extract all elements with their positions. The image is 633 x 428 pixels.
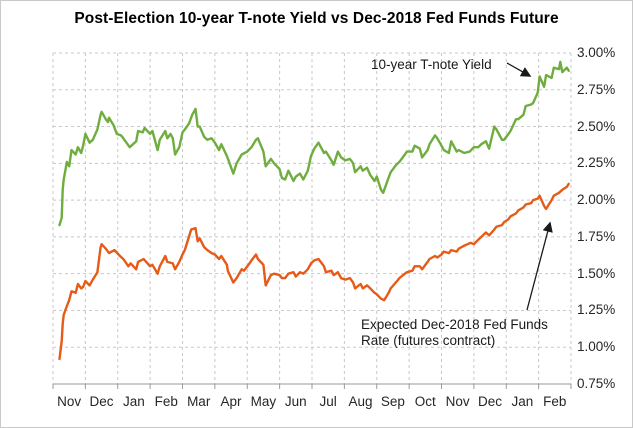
x-axis-tick-label: Sep bbox=[380, 394, 405, 409]
x-axis-tick-label: Dec bbox=[478, 394, 503, 409]
y-axis-tick-label: 1.50% bbox=[577, 265, 616, 281]
x-axis-tick-label: Nov bbox=[57, 394, 82, 409]
fedfunds-annotation-line1: Expected Dec-2018 Fed Funds bbox=[361, 317, 548, 332]
x-axis-tick-label: Nov bbox=[445, 394, 470, 409]
y-axis-tick-label: 2.00% bbox=[577, 192, 616, 208]
x-axis-tick-label: Feb bbox=[154, 394, 178, 409]
y-axis-tick-label: 2.25% bbox=[577, 155, 616, 171]
fedfunds-annotation-arrow bbox=[526, 221, 553, 311]
annotation-arrows bbox=[506, 62, 553, 311]
x-axis-tick-label: Mar bbox=[187, 394, 211, 409]
x-axis-tick-label: Apr bbox=[220, 394, 242, 409]
series-line-expected-dec-2018-fed-funds-rate-futures-contract bbox=[58, 182, 570, 361]
x-axis-tick-label: Jul bbox=[319, 394, 337, 409]
x-axis-tick-label: Jan bbox=[123, 394, 145, 409]
y-axis-tick-label: 2.50% bbox=[577, 118, 616, 134]
x-axis-tick-label: Aug bbox=[348, 394, 373, 409]
fedfunds-annotation-line2: Rate (futures contract) bbox=[361, 332, 496, 348]
y-axis-tick-label: 1.25% bbox=[577, 302, 616, 318]
y-axis-tick-label: 0.75% bbox=[577, 376, 616, 391]
chart-title: Post-Election 10-year T-note Yield vs De… bbox=[74, 10, 559, 27]
y-axis-tick-label: 1.75% bbox=[577, 228, 616, 244]
gridlines bbox=[52, 52, 572, 384]
x-axis-tick-label: Oct bbox=[414, 394, 436, 409]
tnote-annotation-line: 10-year T-note Yield bbox=[371, 57, 492, 72]
x-axis bbox=[52, 383, 572, 389]
y-axis-tick-label: 1.00% bbox=[577, 339, 616, 355]
tnote-annotation-label: 10-year T-note Yield bbox=[371, 57, 492, 73]
x-axis-tick-label: Dec bbox=[89, 394, 114, 409]
x-axis-tick-label: Jun bbox=[284, 394, 307, 409]
x-axis-tick-label: Jan bbox=[511, 394, 534, 409]
fedfunds-annotation-label: Expected Dec-2018 Fed Funds Rate (future… bbox=[361, 317, 548, 348]
tnote-annotation-arrow bbox=[506, 62, 532, 77]
series-lines bbox=[58, 60, 570, 361]
y-axis-tick-label: 3.00% bbox=[577, 45, 616, 60]
x-axis-tick-label: May bbox=[250, 394, 277, 409]
y-axis-tick-label: 2.75% bbox=[577, 81, 616, 97]
x-axis-tick-label: Feb bbox=[543, 394, 567, 409]
series-line-10-year-t-note-yield bbox=[58, 60, 570, 227]
